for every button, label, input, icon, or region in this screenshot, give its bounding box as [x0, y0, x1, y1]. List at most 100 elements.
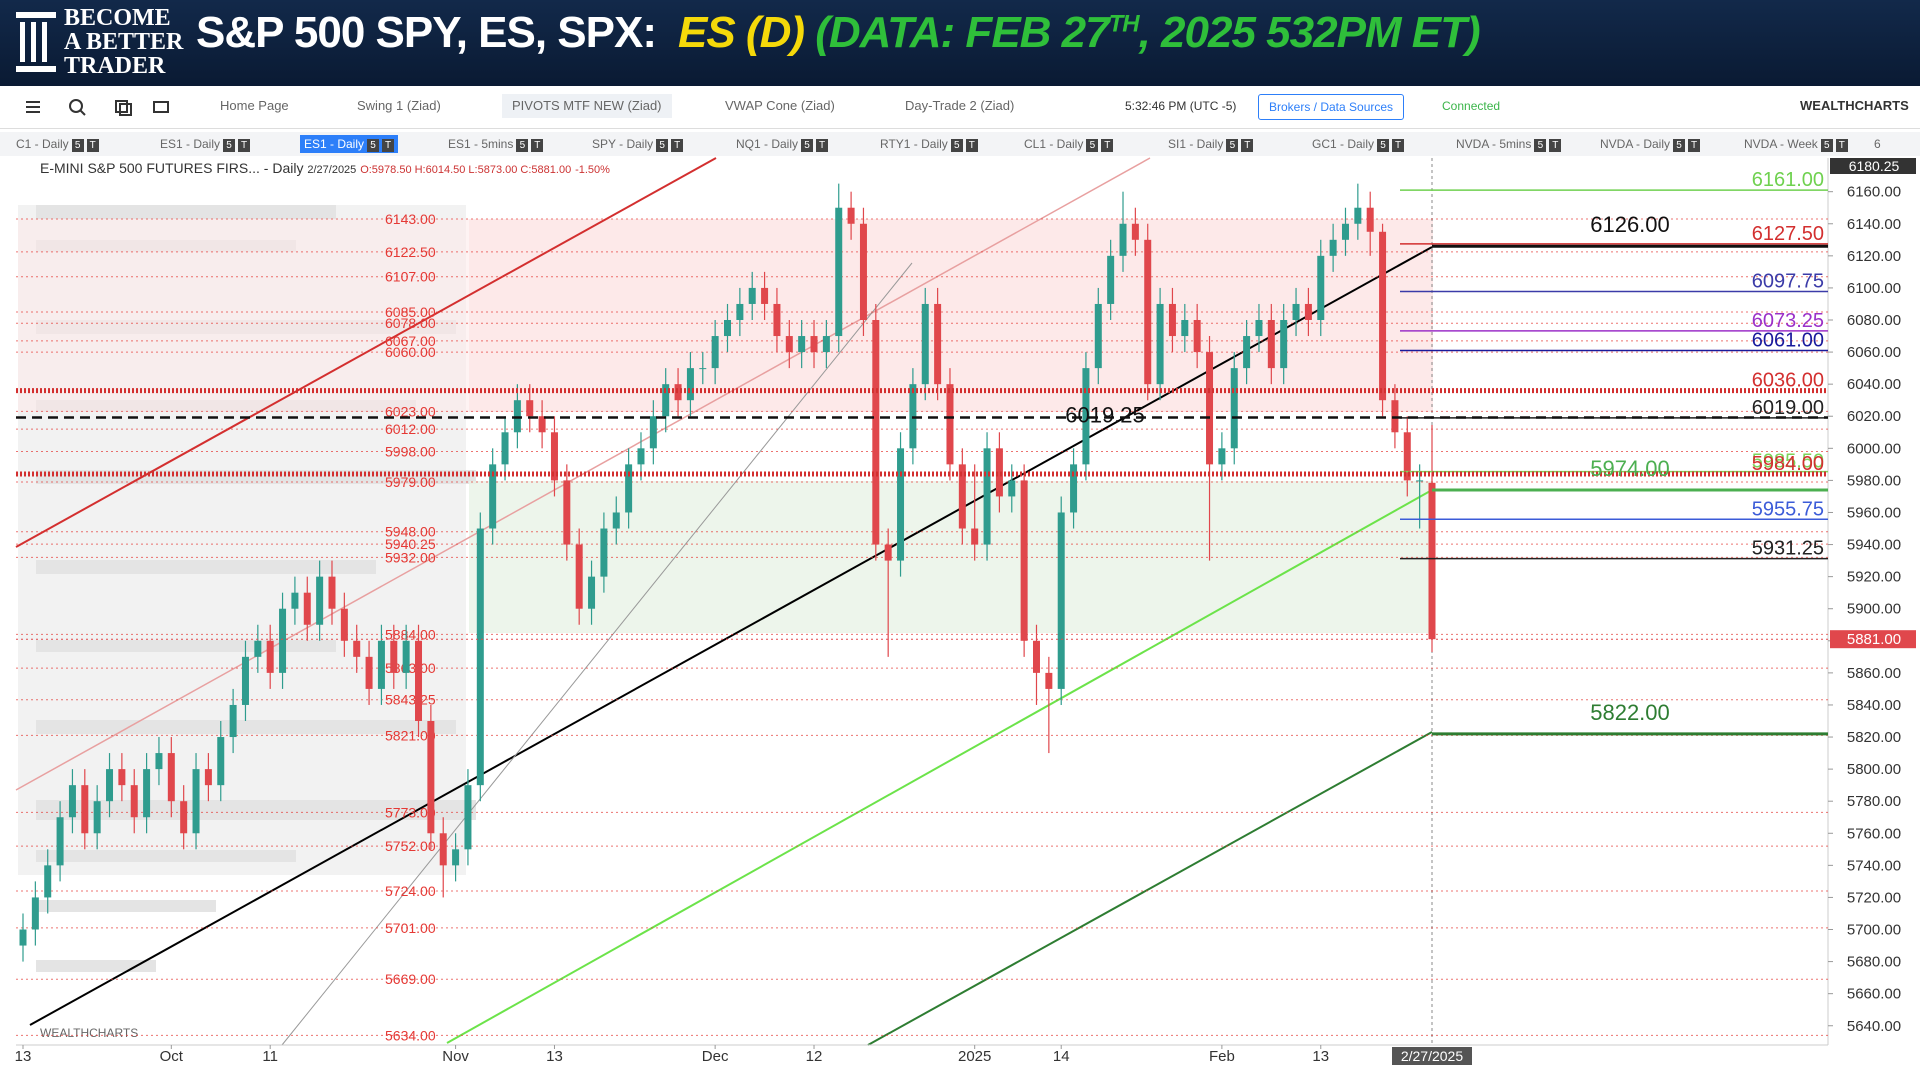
candle-body — [44, 865, 52, 898]
pivot-label: 6107.00 — [385, 269, 436, 285]
level-label: 6161.00 — [1752, 169, 1824, 191]
price-axis — [1828, 158, 1920, 1045]
level-label: 5974.00 — [1590, 456, 1670, 481]
icon: T — [382, 139, 395, 152]
y-tick-label: 5820.00 — [1847, 729, 1901, 746]
candle-body — [1119, 223, 1127, 256]
cursor-tag — [1392, 1047, 1472, 1065]
symbol-tab[interactable]: SI1 - Daily 5 T — [1164, 135, 1257, 153]
y-tick-label: 5940.00 — [1847, 537, 1901, 554]
candle-body — [724, 320, 731, 337]
candle-body — [662, 384, 670, 417]
level-label: 5984.00 — [1752, 453, 1824, 475]
watermark: WEALTHCHARTS — [40, 1026, 138, 1040]
y-tick-label: 5780.00 — [1847, 793, 1901, 810]
symbol-tab[interactable]: GC1 - Daily 5 T — [1308, 135, 1408, 153]
zone — [18, 219, 469, 412]
symbol-tab[interactable]: C1 - Daily 5 T — [12, 135, 103, 153]
symbol-tab[interactable]: ES1 - 5mins 5 T — [444, 135, 547, 153]
level-label: 5985.50 — [1752, 451, 1824, 473]
icon: 5 — [656, 139, 669, 152]
candle-body — [958, 464, 966, 529]
candle-body — [550, 432, 558, 481]
symbol-tab-label: SI1 - Daily — [1168, 137, 1224, 151]
candle-body — [1416, 480, 1424, 482]
candle-body — [118, 769, 126, 786]
candle-body — [439, 833, 447, 866]
candle-body — [538, 416, 546, 433]
level-label: 6127.50 — [1752, 223, 1824, 245]
candle-body — [106, 769, 114, 802]
tab[interactable]: Day-Trade 2 (Ziad) — [905, 98, 1015, 113]
resistance-zone — [469, 219, 1433, 412]
y-tick-label: 5920.00 — [1847, 569, 1901, 586]
tab[interactable]: Swing 1 (Ziad) — [357, 98, 441, 113]
candle-body — [711, 336, 719, 369]
symbol-tab[interactable]: NVDA - Daily 5 T — [1596, 135, 1704, 153]
symbol-tab-label: RTY1 - Daily — [880, 137, 948, 151]
candle-body — [266, 640, 274, 673]
symbol-tab[interactable]: NVDA - Week 5 T — [1740, 135, 1852, 153]
candle-body — [847, 207, 855, 224]
candle-body — [1008, 480, 1016, 497]
instrument: E-MINI S&P 500 FUTURES FIRS... - Daily — [40, 160, 303, 176]
candle-body — [1243, 336, 1251, 369]
candle-body — [810, 336, 818, 353]
timezone: (UTC -5) — [1189, 99, 1237, 113]
symbol-tab-label: CL1 - Daily — [1024, 137, 1084, 151]
symbol-tab[interactable]: ES1 - Daily 5 T — [300, 135, 399, 153]
candle-body — [192, 769, 200, 834]
symbol-tab[interactable]: SPY - Daily 5 T — [588, 135, 687, 153]
pivot-label: 6060.00 — [385, 344, 436, 360]
symbol: ES (D) — [678, 8, 805, 57]
candle-body — [316, 576, 324, 625]
x-tick-label: Dec — [702, 1048, 729, 1065]
level-label: 6073.25 — [1752, 310, 1824, 332]
candle-body — [1045, 672, 1053, 689]
candle-body — [303, 592, 311, 625]
tab[interactable]: PIVOTS MTF NEW (Ziad) — [502, 94, 672, 118]
x-tick-label: Oct — [160, 1048, 184, 1065]
toolbar: Home Page Swing 1 (Ziad) PIVOTS MTF NEW … — [0, 86, 1920, 129]
tab[interactable]: Home Page — [220, 98, 289, 113]
symbol-tab[interactable]: RTY1 - Daily 5 T — [876, 135, 982, 153]
tab[interactable]: VWAP Cone (Ziad) — [725, 98, 835, 113]
logo-line: BECOME — [64, 5, 171, 31]
more-tabs[interactable]: 6 — [1874, 137, 1881, 151]
candle-body — [835, 207, 843, 337]
y-tick-label: 5960.00 — [1847, 504, 1901, 521]
legend: E-MINI S&P 500 FUTURES FIRS... - Daily 2… — [40, 160, 610, 176]
icon: T — [1688, 139, 1701, 152]
candle-body — [785, 336, 793, 353]
pivot-label: 5821.00 — [385, 727, 436, 743]
candle-body — [1193, 320, 1201, 353]
brokers-button[interactable]: Brokers / Data Sources — [1258, 94, 1405, 120]
icon: T — [965, 139, 978, 152]
candle-body — [859, 223, 867, 321]
legend-ohlc: O:5978.50 H:6014.50 L:5873.00 C:5881.00 — [360, 164, 571, 176]
pivot-label: 5752.00 — [385, 838, 436, 854]
candle-body — [31, 897, 39, 930]
candle-body — [1255, 320, 1263, 337]
candle-body — [884, 544, 892, 561]
symbol-tab[interactable]: ES1 - Daily 5 T — [156, 135, 254, 153]
symbol-tab[interactable]: NQ1 - Daily 5 T — [732, 135, 832, 153]
y-tick-label: 5800.00 — [1847, 761, 1901, 778]
candle-body — [390, 640, 398, 673]
candle-body — [798, 336, 806, 353]
y-tick-label: 6000.00 — [1847, 440, 1901, 457]
x-tick-label: 13 — [15, 1048, 32, 1065]
candle-body — [897, 448, 905, 561]
symbol-tab[interactable]: CL1 - Daily 5 T — [1020, 135, 1117, 153]
pivot-label: 5669.00 — [385, 971, 436, 987]
candle-body — [1131, 223, 1139, 240]
symbol-tab[interactable]: NVDA - 5mins 5 T — [1452, 135, 1565, 153]
y-tick-label: 6020.00 — [1847, 408, 1901, 425]
candle-body — [93, 801, 101, 834]
candle-body — [415, 640, 423, 721]
icon: T — [1101, 139, 1114, 152]
icon: 5 — [1086, 139, 1099, 152]
last-price: 5881.00 — [1847, 631, 1901, 648]
candle-body — [1218, 448, 1226, 465]
